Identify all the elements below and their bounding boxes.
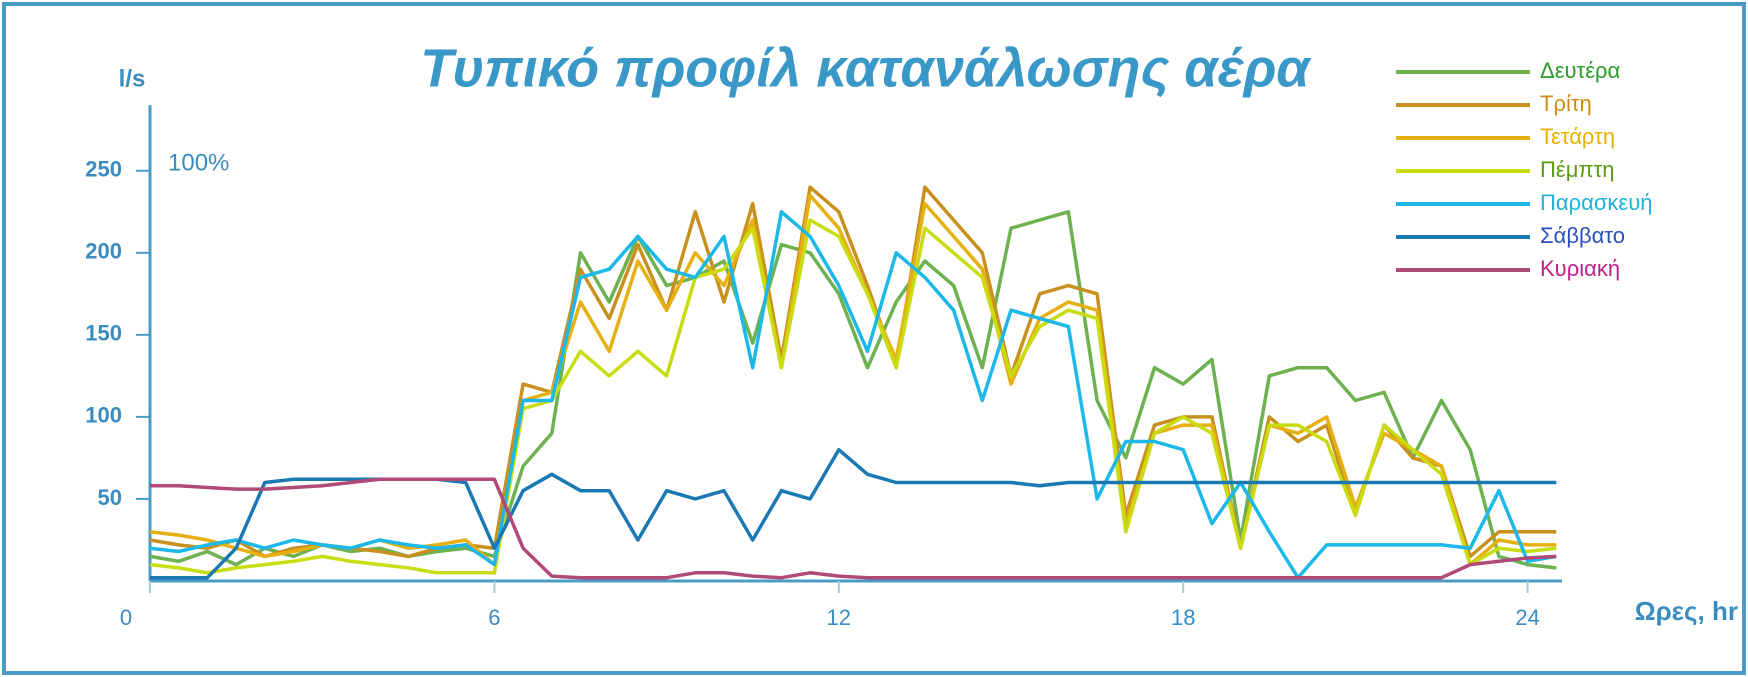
x-axis-label: Ωρες, hr (1635, 596, 1738, 626)
y-tick-label: 100 (85, 403, 122, 428)
y-tick-label: 50 (98, 485, 122, 510)
legend-label: Τετάρτη (1540, 124, 1615, 149)
y-tick-label: 150 (85, 321, 122, 346)
series-line (150, 477, 1557, 580)
y-tick-label: 250 (85, 157, 122, 182)
series-line (149, 210, 1557, 570)
legend-label: Σάββατο (1540, 223, 1625, 248)
y-tick-label: 200 (85, 239, 122, 264)
legend-label: Κυριακή (1540, 256, 1620, 281)
legend-label: Δευτέρα (1540, 58, 1621, 83)
series-line (149, 185, 1557, 559)
series-line (149, 218, 1557, 575)
series-line (149, 210, 1557, 580)
x-tick-label: 6 (488, 605, 500, 630)
legend-label: Τρίτη (1540, 91, 1592, 116)
chart-title: Τυπικό προφίλ κατανάλωσης αέρα (420, 38, 1312, 98)
annotation: 100% (168, 149, 229, 176)
x-tick-label: 12 (827, 605, 851, 630)
legend-label: Παρασκευή (1540, 190, 1653, 215)
x-tick-label: 0 (120, 605, 132, 630)
x-tick-label: 18 (1171, 605, 1195, 630)
legend-label: Πέμπτη (1540, 157, 1614, 182)
x-tick-label: 24 (1515, 605, 1539, 630)
y-axis-label: l/s (119, 65, 146, 92)
series-line (150, 447, 1557, 580)
